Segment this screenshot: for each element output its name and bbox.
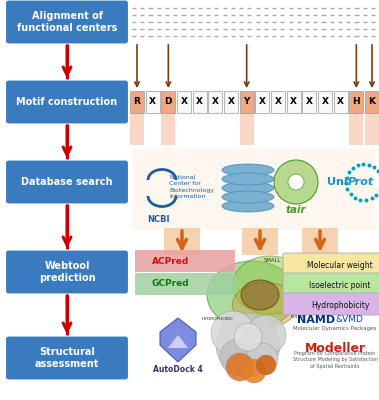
Circle shape — [220, 339, 256, 375]
Ellipse shape — [241, 280, 279, 310]
Text: Molecular Dynamics Packages: Molecular Dynamics Packages — [293, 326, 377, 331]
Text: K: K — [368, 98, 376, 106]
Bar — [271, 91, 285, 113]
Text: R: R — [133, 98, 141, 106]
Text: Database search: Database search — [21, 177, 113, 187]
Bar — [135, 250, 235, 272]
Bar — [349, 91, 363, 113]
Bar — [242, 228, 278, 255]
Polygon shape — [168, 335, 188, 348]
Text: POLAR: POLAR — [291, 315, 305, 319]
Text: Program for Comparative Protein
Structure Modeling by Satisfaction
of Spatial Re: Program for Comparative Protein Structur… — [293, 351, 377, 369]
Text: X: X — [337, 98, 344, 106]
Circle shape — [288, 174, 304, 190]
Ellipse shape — [222, 182, 274, 194]
FancyBboxPatch shape — [6, 0, 128, 44]
Text: Prot: Prot — [348, 177, 374, 187]
Bar — [302, 228, 338, 255]
Bar — [365, 113, 379, 145]
Text: X: X — [259, 98, 266, 106]
Bar — [208, 91, 222, 113]
Text: X: X — [290, 98, 297, 106]
Text: GCPred: GCPred — [152, 280, 190, 288]
Text: X: X — [180, 98, 188, 106]
Circle shape — [226, 353, 254, 381]
Ellipse shape — [207, 261, 297, 329]
Text: NCBI: NCBI — [148, 216, 170, 224]
Bar — [193, 91, 207, 113]
Bar — [130, 91, 144, 113]
Bar — [365, 91, 379, 113]
Circle shape — [211, 311, 255, 355]
Text: Webtool
prediction: Webtool prediction — [39, 261, 95, 283]
Text: Hydrophobicity: Hydrophobicity — [311, 300, 369, 310]
Text: tair: tair — [286, 205, 306, 215]
Text: HYDROPHOBIC: HYDROPHOBIC — [202, 317, 234, 321]
FancyBboxPatch shape — [283, 273, 379, 295]
Text: Structural
assessment: Structural assessment — [35, 347, 99, 369]
Bar — [224, 91, 238, 113]
Text: Motif construction: Motif construction — [16, 97, 117, 107]
Text: X: X — [196, 98, 203, 106]
Bar — [334, 91, 348, 113]
Bar — [318, 91, 332, 113]
Bar — [349, 113, 363, 145]
Text: X: X — [274, 98, 282, 106]
Bar — [164, 228, 200, 255]
Bar — [240, 113, 254, 145]
FancyBboxPatch shape — [6, 336, 128, 380]
Polygon shape — [160, 318, 196, 362]
Ellipse shape — [232, 282, 298, 328]
Text: National
Center for
Biotechnology
Information: National Center for Biotechnology Inform… — [169, 174, 214, 200]
Ellipse shape — [222, 173, 274, 185]
Text: AutoDock 4: AutoDock 4 — [153, 366, 203, 374]
Text: NAMD: NAMD — [297, 315, 335, 325]
Text: Isoelectric point: Isoelectric point — [309, 280, 371, 290]
Bar — [287, 91, 301, 113]
Text: X: X — [321, 98, 329, 106]
Bar — [240, 91, 254, 113]
Text: X: X — [149, 98, 156, 106]
Text: &VMD: &VMD — [335, 316, 363, 324]
Text: Uni: Uni — [327, 177, 348, 187]
Text: SMALL: SMALL — [263, 258, 280, 263]
Ellipse shape — [232, 256, 307, 314]
Bar — [161, 91, 175, 113]
Circle shape — [246, 343, 278, 375]
Bar — [255, 91, 269, 113]
Bar — [161, 113, 175, 145]
Bar — [302, 91, 316, 113]
Bar — [130, 113, 144, 145]
Ellipse shape — [222, 200, 274, 212]
Circle shape — [246, 315, 286, 355]
Text: Y: Y — [243, 98, 250, 106]
Ellipse shape — [222, 164, 274, 176]
Circle shape — [274, 160, 318, 204]
FancyBboxPatch shape — [6, 80, 128, 124]
Text: Modeller: Modeller — [304, 342, 366, 354]
Text: X: X — [306, 98, 313, 106]
Text: X: X — [212, 98, 219, 106]
Text: Alignment of
functional centers: Alignment of functional centers — [17, 11, 117, 33]
FancyBboxPatch shape — [283, 293, 379, 315]
Text: H: H — [352, 98, 360, 106]
Bar — [135, 273, 235, 295]
FancyBboxPatch shape — [283, 253, 379, 275]
Circle shape — [256, 355, 276, 375]
Bar — [177, 91, 191, 113]
Circle shape — [216, 313, 280, 377]
FancyBboxPatch shape — [6, 250, 128, 294]
Text: X: X — [227, 98, 235, 106]
Text: D: D — [164, 98, 172, 106]
FancyBboxPatch shape — [6, 160, 128, 204]
Bar — [132, 148, 375, 230]
Circle shape — [234, 323, 262, 351]
Ellipse shape — [222, 191, 274, 203]
Circle shape — [242, 359, 266, 383]
Bar — [146, 91, 160, 113]
Text: Molecular weight: Molecular weight — [307, 260, 373, 270]
Text: ACPred: ACPred — [152, 256, 189, 266]
